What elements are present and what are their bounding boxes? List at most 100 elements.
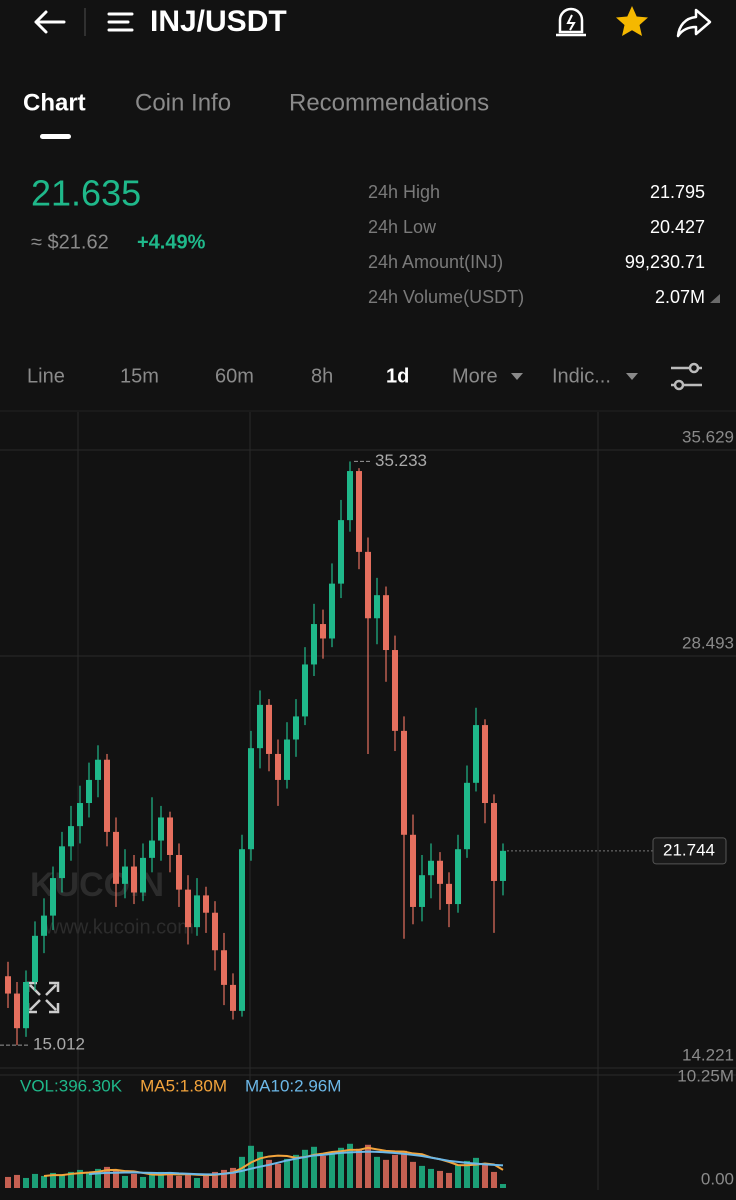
interval[interactable]: 60m (215, 365, 254, 387)
volume-bar (248, 1145, 254, 1188)
volume-bar (68, 1171, 74, 1188)
volume-legend: MA5:1.80M (140, 1076, 227, 1095)
y-tick-label: 28.493 (682, 633, 734, 652)
candle-body (491, 803, 497, 881)
candle-body (86, 779, 92, 804)
volume-bar (311, 1146, 317, 1188)
volume-bar (374, 1156, 380, 1188)
candle-body (266, 704, 272, 754)
dropdown-arrow (511, 373, 523, 380)
candle-body (5, 976, 11, 994)
interval-active[interactable]: 1d (386, 365, 409, 387)
interval[interactable]: Line (27, 365, 65, 387)
candle-body (158, 817, 164, 841)
share-button[interactable] (676, 8, 712, 38)
high-label: 35.233 (375, 451, 427, 470)
chart-settings[interactable] (671, 362, 702, 391)
volume-bar (212, 1171, 218, 1188)
candle-body (131, 866, 137, 893)
volume-bar (356, 1148, 362, 1188)
volume-bar (491, 1171, 497, 1188)
volume-bar (113, 1170, 119, 1188)
interval-more[interactable]: More (452, 365, 498, 387)
candle-body (392, 650, 398, 731)
dropdown-arrow (626, 373, 638, 380)
volume-bar (230, 1167, 236, 1188)
volume-bar (221, 1169, 227, 1188)
candle-body (383, 595, 389, 651)
corner-arrow (710, 294, 720, 303)
candle-body (329, 583, 335, 639)
candle-body (482, 725, 488, 804)
volume-bar (446, 1172, 452, 1188)
volume-bar (194, 1177, 200, 1188)
candle-body (104, 759, 110, 832)
volume-bar (500, 1184, 506, 1188)
candle-body (212, 912, 218, 951)
stat-label: 24h Low (368, 217, 437, 237)
volume-bar (32, 1173, 38, 1188)
last-price: 21.635 (31, 173, 141, 214)
interval[interactable]: 8h (311, 365, 333, 387)
volume-bar (122, 1175, 128, 1188)
volume-bar (203, 1173, 209, 1188)
candle-body (140, 857, 146, 893)
slider-knob (673, 379, 685, 391)
volume-tick-label: 0.00 (701, 1169, 734, 1188)
candle-body (68, 826, 74, 847)
volume-bar (59, 1174, 65, 1188)
favorite-star[interactable] (616, 6, 648, 36)
candle-body (185, 889, 191, 928)
candle-body (446, 883, 452, 905)
volume-bar (392, 1154, 398, 1188)
volume-bar (50, 1172, 56, 1188)
candle-body (239, 849, 245, 1011)
slider-knob (688, 362, 700, 374)
candle-body (320, 624, 326, 639)
volume-bar (158, 1171, 164, 1188)
candle-body (23, 982, 29, 1029)
low-label: 15.012 (33, 1035, 85, 1054)
fiat-price: ≈ $21.62 (31, 231, 109, 253)
candle-body (284, 739, 290, 780)
candle-body (437, 860, 443, 884)
candle-body (293, 716, 299, 740)
tab[interactable]: Coin Info (135, 89, 231, 116)
candle-body (275, 753, 281, 780)
volume-legend: MA10:2.96M (245, 1076, 341, 1095)
back-button[interactable] (34, 10, 66, 34)
candle-body (455, 849, 461, 905)
volume-bar (23, 1177, 29, 1188)
candle-body (311, 624, 317, 665)
candle-body (401, 730, 407, 835)
stat-label: 24h Volume(USDT) (368, 287, 524, 307)
candle-body (59, 846, 65, 879)
stat-value: 99,230.71 (625, 252, 705, 272)
volume-bar (437, 1170, 443, 1188)
alert-button[interactable] (556, 7, 586, 37)
volume-bar (167, 1172, 173, 1188)
y-tick-label: 14.221 (682, 1045, 734, 1064)
candle-body (464, 782, 470, 850)
tab[interactable]: Recommendations (289, 89, 489, 116)
price-change: +4.49% (137, 231, 206, 253)
volume-bar (185, 1174, 191, 1188)
volume-bar (41, 1175, 47, 1188)
candle-body (419, 875, 425, 907)
interval[interactable]: 15m (120, 365, 159, 387)
volume-bar (401, 1150, 407, 1188)
candle-body (95, 759, 101, 780)
volume-bar (482, 1163, 488, 1188)
indicators[interactable]: Indic... (552, 365, 611, 387)
menu-button[interactable] (107, 12, 134, 32)
volume-bar (464, 1160, 470, 1188)
volume-bar (338, 1147, 344, 1188)
stat-label: 24h High (368, 182, 440, 202)
tab-active[interactable]: Chart (23, 89, 86, 116)
candle-body (113, 831, 119, 884)
candle-body (257, 704, 263, 749)
stat-value: 21.795 (650, 182, 705, 202)
candle-body (248, 748, 254, 850)
stat-value: 2.07M (655, 287, 705, 307)
